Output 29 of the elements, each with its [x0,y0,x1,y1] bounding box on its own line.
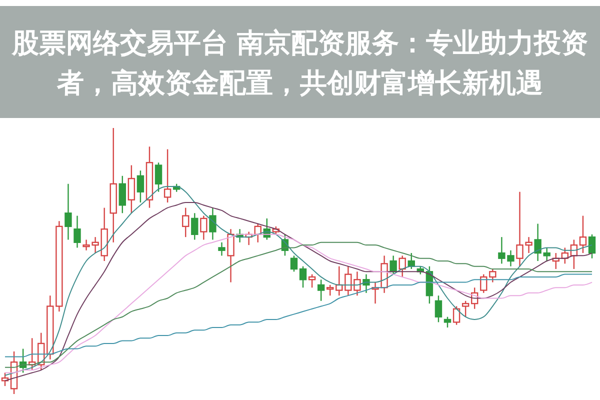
candlestick [480,274,488,294]
candlestick [74,215,81,248]
candlestick [290,255,298,272]
candlestick [136,170,144,204]
candlestick [154,162,162,192]
candlestick [398,255,406,278]
candlestick [128,164,136,214]
candlestick [299,266,307,288]
candlestick [200,215,208,240]
candlestick [452,306,460,326]
candlestick [462,300,470,318]
chart-title: 股票网络交易平台 南京配资服务：专业助力投资者，高效资金配置，共创财富增长新机遇 [10,28,588,99]
candlestick [218,242,226,256]
candlestick [588,234,596,259]
candlestick [390,255,397,275]
candlestick [64,183,72,240]
candlestick [444,316,452,328]
candlestick [227,228,234,283]
candlestick [489,268,496,283]
candlestick [317,279,325,302]
candlestick [118,175,126,214]
candlestick [579,215,587,254]
candlestick [182,207,190,238]
candlestick [434,294,442,323]
candlestick [326,284,334,296]
candlestick [308,274,316,288]
candlestick [209,207,216,240]
candlestick [191,212,198,240]
candlestick [164,148,172,204]
